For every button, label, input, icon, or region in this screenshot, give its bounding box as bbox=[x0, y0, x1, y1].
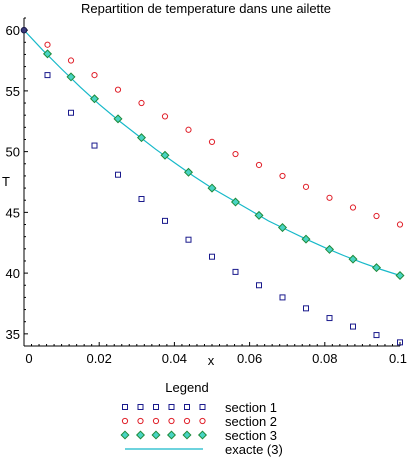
data-point-section-1 bbox=[68, 109, 74, 116]
data-point-section-2 bbox=[396, 221, 404, 228]
x-tick-label: 0.06 bbox=[237, 351, 262, 366]
y-axis-label: T bbox=[2, 174, 10, 189]
y-tick-label: 50 bbox=[6, 145, 20, 160]
data-point-section-1 bbox=[350, 323, 356, 330]
data-point-section-2 bbox=[279, 172, 286, 180]
x-tick-label: 0.1 bbox=[389, 351, 407, 366]
data-point-section-3 bbox=[277, 223, 288, 233]
legend-marker-section-3 bbox=[182, 430, 192, 440]
legend-marker-section-3 bbox=[151, 430, 161, 440]
y-tick-label: 60 bbox=[6, 23, 20, 38]
y-tick-label: 45 bbox=[6, 205, 20, 220]
legend-marker-section-1 bbox=[168, 404, 175, 410]
data-point-section-3 bbox=[301, 234, 311, 244]
data-point-section-3 bbox=[371, 263, 382, 273]
data-point-section-1 bbox=[115, 171, 121, 178]
y-tick-label: 40 bbox=[6, 266, 20, 281]
data-point-section-3 bbox=[113, 114, 123, 124]
data-point-section-3 bbox=[66, 72, 76, 82]
legend-label-section-3: section 3 bbox=[225, 428, 277, 443]
legend-marker-section-1 bbox=[184, 404, 190, 410]
legend-marker-section-2 bbox=[152, 417, 160, 425]
legend-marker-section-2 bbox=[168, 417, 175, 425]
data-point-section-2 bbox=[91, 71, 98, 79]
data-point-section-1 bbox=[256, 282, 262, 289]
data-point-section-2 bbox=[185, 126, 192, 133]
legend-marker-section-1 bbox=[199, 404, 206, 410]
legend-marker-section-2 bbox=[183, 417, 191, 425]
data-point-section-1 bbox=[397, 339, 403, 346]
y-tick-label: 55 bbox=[6, 84, 20, 99]
legend-marker-section-2 bbox=[199, 417, 206, 425]
series-line-exacte-3 bbox=[23, 29, 401, 277]
data-point-section-1 bbox=[232, 268, 239, 275]
data-point-section-3 bbox=[183, 167, 194, 177]
data-point-section-2 bbox=[326, 194, 333, 201]
legend-marker-section-1 bbox=[153, 404, 159, 410]
data-point-section-2 bbox=[255, 161, 263, 169]
data-point-section-2 bbox=[302, 183, 310, 190]
legend-title: Legend bbox=[165, 380, 208, 395]
data-point-section-2 bbox=[373, 212, 380, 220]
data-point-section-1 bbox=[326, 315, 333, 322]
data-point-section-1 bbox=[91, 142, 98, 149]
legend-marker-section-1 bbox=[137, 404, 144, 410]
data-point-section-3 bbox=[324, 244, 335, 254]
data-point-section-2 bbox=[67, 57, 75, 64]
data-point-section-3 bbox=[254, 210, 264, 220]
chart-title: Repartition de temperature dans une aile… bbox=[81, 1, 331, 16]
data-point-section-2 bbox=[44, 41, 51, 48]
data-point-section-3 bbox=[395, 271, 405, 281]
start-point-marker bbox=[20, 26, 28, 34]
data-point-section-2 bbox=[349, 204, 357, 211]
data-point-section-1 bbox=[44, 72, 51, 79]
data-point-section-2 bbox=[232, 150, 239, 158]
data-point-section-1 bbox=[162, 217, 168, 224]
data-point-section-3 bbox=[207, 183, 217, 193]
legend-marker-section-3 bbox=[135, 430, 146, 440]
data-point-section-3 bbox=[230, 197, 241, 207]
data-point-section-3 bbox=[42, 49, 53, 59]
data-point-section-1 bbox=[279, 294, 286, 301]
y-tick-label: 35 bbox=[6, 327, 20, 342]
legend-marker-section-1 bbox=[122, 404, 128, 410]
legend-marker-section-3 bbox=[197, 430, 208, 440]
data-point-section-3 bbox=[136, 133, 147, 143]
data-point-section-3 bbox=[160, 150, 170, 160]
legend-label-section-2: section 2 bbox=[225, 414, 277, 429]
x-tick-label: 0.02 bbox=[87, 351, 112, 366]
data-point-section-1 bbox=[209, 253, 215, 260]
data-point-section-3 bbox=[348, 254, 358, 264]
legend-label-exacte-3: exacte (3) bbox=[225, 442, 283, 457]
data-point-section-1 bbox=[303, 305, 309, 312]
data-point-section-1 bbox=[185, 236, 192, 243]
legend-marker-section-2 bbox=[121, 417, 129, 425]
data-point-section-2 bbox=[208, 138, 216, 146]
x-tick-label: 0 bbox=[25, 351, 32, 366]
x-tick-label: 0.08 bbox=[312, 351, 337, 366]
data-point-section-1 bbox=[138, 196, 145, 203]
legend-marker-section-3 bbox=[166, 430, 177, 440]
legend-marker-section-2 bbox=[137, 417, 144, 425]
data-point-section-2 bbox=[114, 86, 122, 93]
legend-marker-section-3 bbox=[120, 430, 130, 440]
data-point-section-2 bbox=[138, 99, 145, 107]
data-point-section-1 bbox=[373, 332, 380, 339]
x-tick-label: 0.04 bbox=[162, 351, 187, 366]
legend-label-section-1: section 1 bbox=[225, 400, 277, 415]
data-point-section-3 bbox=[89, 94, 100, 104]
x-axis-label: x bbox=[208, 353, 215, 368]
data-point-section-2 bbox=[161, 113, 169, 120]
